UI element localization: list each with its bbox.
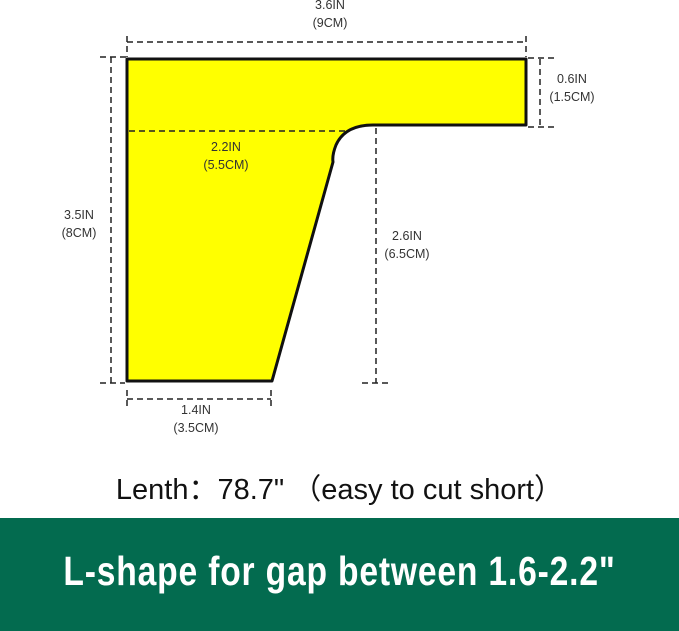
l-shape-profile: [125, 57, 528, 383]
top-width-label: 3.6IN (9CM): [312, 0, 348, 30]
l-shape-diagram: [100, 36, 558, 408]
banner: L-shape for gap between 1.6-2.2": [0, 518, 679, 631]
arm-height-label: 0.6IN (1.5CM): [549, 72, 595, 104]
banner-text: L-shape for gap between 1.6-2.2": [63, 548, 616, 594]
bottom-width-label: 1.4IN (3.5CM): [173, 403, 219, 435]
gap-height-label: 2.6IN (6.5CM): [384, 229, 430, 261]
inner-width-label: 2.2IN (5.5CM): [203, 140, 249, 172]
total-height-label: 3.5IN (8CM): [61, 208, 97, 240]
length-text: Lenth：78.7" （easy to cut short）: [115, 474, 564, 506]
